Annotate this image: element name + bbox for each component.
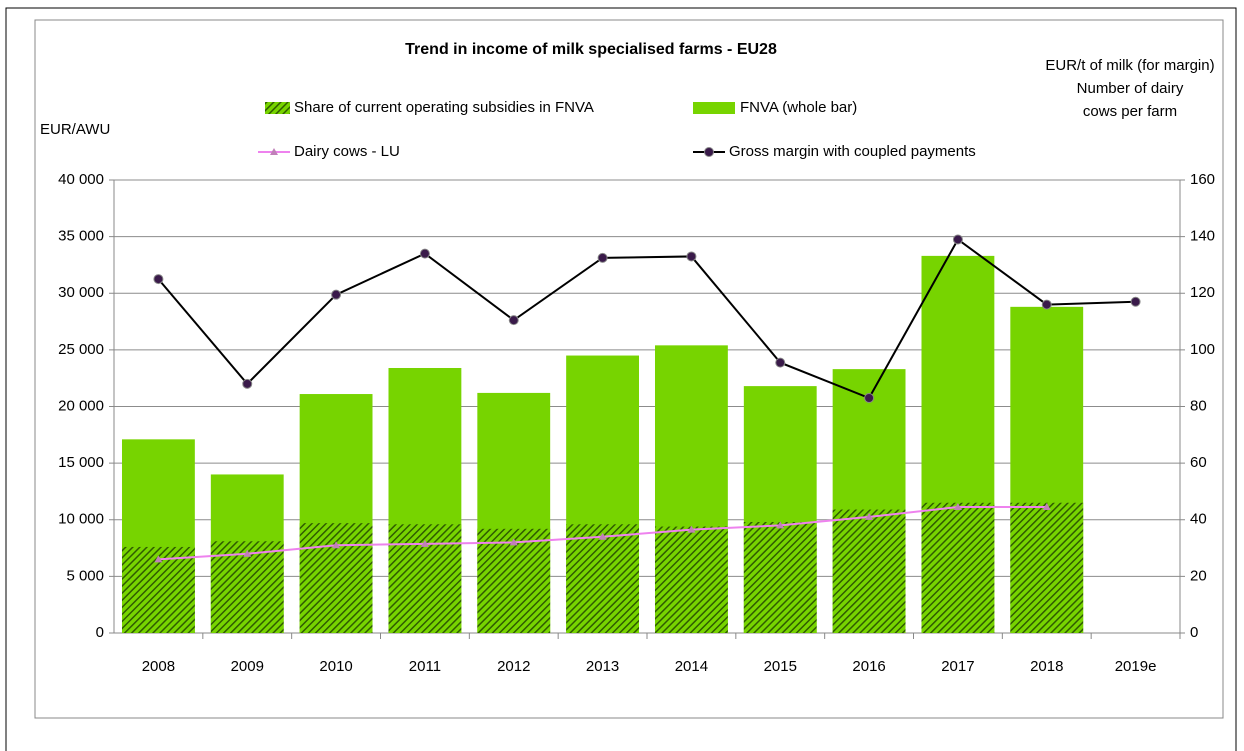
legend-label: Share of current operating subsidies in … — [294, 99, 594, 116]
y2-tick-label: 120 — [1190, 284, 1215, 301]
x-tick-label: 2014 — [675, 658, 708, 675]
line-marker — [598, 532, 607, 540]
hatched-bar — [921, 502, 995, 633]
hatched-bar — [1010, 502, 1084, 633]
line-marker — [953, 503, 962, 511]
legend-label: Gross margin with coupled payments — [729, 143, 976, 160]
line-marker — [1042, 503, 1051, 511]
line-marker — [865, 512, 874, 520]
y-tick-label: 40 000 — [58, 171, 104, 188]
y-tick-label: 35 000 — [58, 228, 104, 245]
x-tick-label: 2017 — [941, 658, 974, 675]
line-marker — [419, 248, 430, 259]
x-tick-label: 2015 — [764, 658, 797, 675]
line — [157, 237, 1136, 400]
x-tick-label: 2010 — [319, 658, 352, 675]
line-marker — [776, 521, 785, 529]
line-marker — [331, 289, 342, 300]
y2-tick-label: 100 — [1190, 341, 1215, 358]
line-marker — [332, 541, 341, 549]
legend-label: FNVA (whole bar) — [740, 99, 857, 116]
y-tick-label: 25 000 — [58, 341, 104, 358]
line-marker — [154, 555, 163, 563]
y-tick-label: 10 000 — [58, 511, 104, 528]
legend-swatch — [693, 102, 735, 114]
y2-tick-label: 20 — [1190, 567, 1207, 584]
x-tick-label: 2008 — [142, 658, 175, 675]
legend-marker — [704, 147, 714, 157]
y-tick-label: 15 000 — [58, 454, 104, 471]
x-tick-label: 2013 — [586, 658, 619, 675]
line-marker — [242, 378, 253, 389]
legend-swatch — [265, 102, 290, 114]
y2-tick-label: 0 — [1190, 624, 1198, 641]
y2-tick-label: 160 — [1190, 171, 1215, 188]
line-marker — [153, 274, 164, 285]
y2-tick-label: 140 — [1190, 228, 1215, 245]
line-marker — [420, 539, 429, 547]
hatched-bar — [477, 528, 551, 633]
hatched-bar — [654, 526, 728, 633]
y2-axis-label: Number of dairy — [1077, 80, 1184, 97]
hatched-bar — [566, 524, 640, 633]
y-axis-label: EUR/AWU — [40, 121, 110, 138]
hatched-bar — [743, 522, 817, 633]
x-tick-label: 2019e — [1115, 658, 1157, 675]
y-tick-label: 30 000 — [58, 284, 104, 301]
x-tick-label: 2018 — [1030, 658, 1063, 675]
line-marker — [1041, 299, 1052, 310]
x-tick-label: 2012 — [497, 658, 530, 675]
y2-tick-label: 40 — [1190, 511, 1207, 528]
line-marker — [597, 252, 608, 263]
y2-axis-label: EUR/t of milk (for margin) — [1045, 57, 1214, 74]
line-marker — [1130, 296, 1141, 307]
hatched-bar — [299, 523, 373, 633]
y2-tick-label: 80 — [1190, 397, 1207, 414]
line-marker — [243, 549, 252, 557]
line-marker — [952, 234, 963, 245]
line-marker — [775, 357, 786, 368]
y2-axis-label: cows per farm — [1083, 103, 1177, 120]
x-tick-label: 2011 — [409, 658, 441, 675]
x-tick-label: 2016 — [852, 658, 885, 675]
y-tick-label: 20 000 — [58, 397, 104, 414]
legend-label: Dairy cows - LU — [294, 143, 400, 160]
line-marker — [864, 393, 875, 404]
x-tick-label: 2009 — [231, 658, 264, 675]
chart-title: Trend in income of milk specialised farm… — [405, 41, 777, 58]
line-marker — [686, 251, 697, 262]
y2-tick-label: 60 — [1190, 454, 1207, 471]
y-tick-label: 0 — [96, 624, 104, 641]
hatched-bar — [832, 509, 906, 633]
line-marker — [687, 525, 696, 533]
line-marker — [509, 538, 518, 546]
line-marker — [508, 315, 519, 326]
outer-frame — [5, 7, 1237, 751]
chart-frame — [34, 19, 1224, 719]
legend-marker — [270, 148, 278, 155]
y-tick-label: 5 000 — [66, 567, 104, 584]
